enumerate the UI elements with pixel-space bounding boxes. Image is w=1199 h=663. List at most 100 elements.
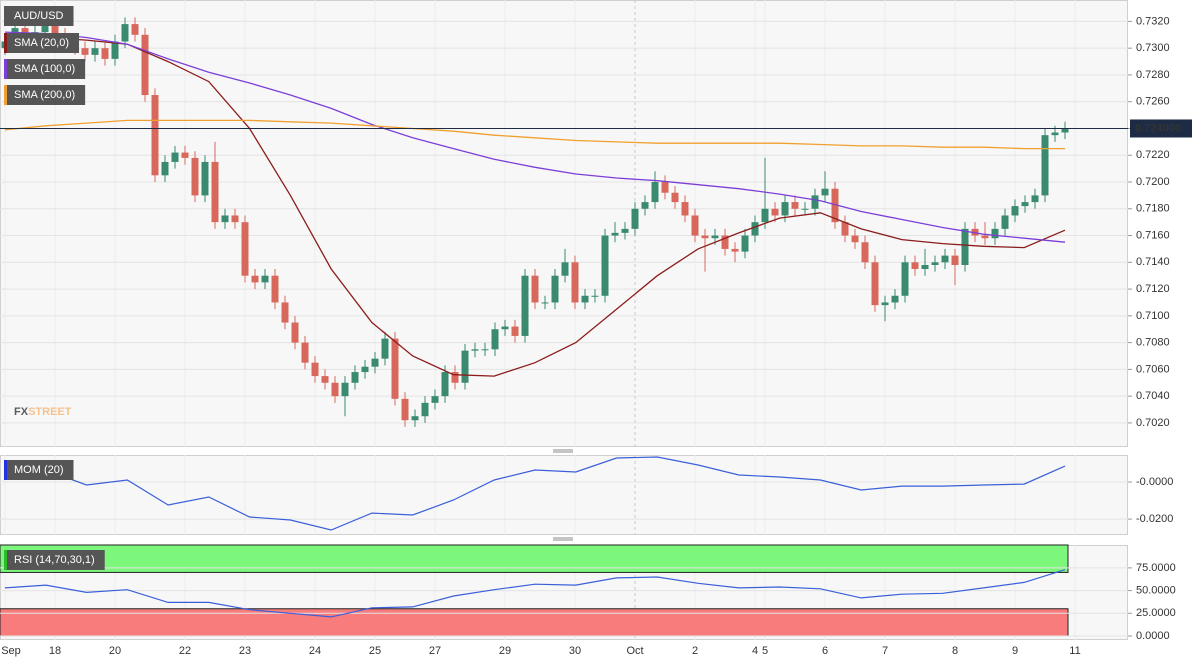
candle-body bbox=[231, 215, 239, 223]
candle-body bbox=[201, 161, 209, 196]
candle-body bbox=[941, 255, 949, 263]
sma-line bbox=[4, 119, 1065, 150]
candle-body bbox=[461, 350, 469, 383]
candle-body bbox=[841, 222, 849, 236]
y-tick-label: 0.7020 bbox=[1136, 417, 1170, 429]
x-tick-label: Oct bbox=[626, 645, 643, 657]
candle-body bbox=[221, 215, 229, 223]
label-marker bbox=[4, 33, 7, 53]
y-tick-label: 0.7120 bbox=[1136, 283, 1170, 295]
candle-body bbox=[831, 188, 839, 223]
candle-body bbox=[481, 349, 489, 351]
candle-body bbox=[341, 382, 349, 397]
candle-body bbox=[1011, 206, 1019, 216]
candle-body bbox=[721, 235, 729, 249]
candle-body bbox=[661, 182, 669, 193]
candle-body bbox=[421, 402, 429, 417]
x-tick-label: 5 bbox=[762, 645, 768, 657]
candle-body bbox=[321, 376, 329, 383]
candle-body bbox=[891, 295, 899, 303]
candle-body bbox=[451, 372, 459, 383]
label-box bbox=[4, 33, 80, 53]
candle-body bbox=[731, 248, 739, 252]
candle-body bbox=[91, 48, 99, 55]
candle-body bbox=[1001, 215, 1009, 229]
last-price-label: 0.724000 bbox=[1135, 122, 1181, 134]
y-tick-label: 0.7320 bbox=[1136, 15, 1170, 27]
label-box bbox=[4, 59, 86, 79]
x-tick-label: 9 bbox=[1012, 645, 1018, 657]
y-tick-label: -0.0000 bbox=[1136, 476, 1173, 488]
label-marker bbox=[4, 59, 7, 79]
candle-body bbox=[511, 326, 519, 336]
candle-body bbox=[391, 338, 399, 399]
x-tick-label: 20 bbox=[109, 645, 121, 657]
candle-body bbox=[901, 262, 909, 296]
candle-body bbox=[1051, 132, 1059, 136]
candle-body bbox=[81, 48, 89, 55]
candle-body bbox=[1031, 195, 1039, 203]
candle-body bbox=[531, 275, 539, 303]
label-marker bbox=[4, 460, 7, 480]
y-tick-label: 0.7180 bbox=[1136, 203, 1170, 215]
y-tick-label: 0.7260 bbox=[1136, 96, 1170, 108]
candle-body bbox=[281, 302, 289, 323]
candle-body bbox=[331, 382, 339, 397]
candle-body bbox=[751, 222, 759, 236]
label-text: SMA (20,0) bbox=[14, 37, 69, 49]
candle-body bbox=[801, 208, 809, 210]
candle-body bbox=[541, 302, 549, 304]
indicator-line bbox=[4, 456, 1066, 531]
candle-body bbox=[811, 195, 819, 209]
candle-body bbox=[431, 396, 439, 403]
candle-body bbox=[121, 24, 129, 42]
candle-body bbox=[501, 326, 509, 330]
candle-body bbox=[291, 322, 299, 343]
y-tick-label: 0.7200 bbox=[1136, 176, 1170, 188]
x-tick-label: 18 bbox=[49, 645, 61, 657]
label-box bbox=[4, 85, 86, 105]
sma-line bbox=[4, 34, 1066, 377]
candle-body bbox=[821, 188, 829, 196]
y-tick-label: 0.7080 bbox=[1136, 337, 1170, 349]
candle-body bbox=[781, 202, 789, 216]
x-tick-label: 4 bbox=[752, 645, 758, 657]
candle-body bbox=[771, 208, 779, 216]
watermark-fx: FX bbox=[14, 406, 29, 418]
candle-body bbox=[51, 24, 59, 35]
x-tick-label: 27 bbox=[429, 645, 441, 657]
x-tick-label: 6 bbox=[822, 645, 828, 657]
candle-body bbox=[651, 182, 659, 203]
candle-body bbox=[251, 275, 259, 283]
candle-body bbox=[621, 228, 629, 233]
x-tick-label: 25 bbox=[369, 645, 381, 657]
candle-body bbox=[101, 48, 109, 59]
candle-body bbox=[871, 262, 879, 306]
candle-body bbox=[371, 358, 379, 367]
watermark-street: STREET bbox=[28, 406, 72, 418]
label-marker bbox=[4, 550, 7, 570]
candle-body bbox=[591, 295, 599, 297]
candle-body bbox=[711, 235, 719, 239]
candle-body bbox=[111, 41, 119, 59]
y-tick-label: 25.0000 bbox=[1136, 607, 1176, 619]
candle-body bbox=[161, 161, 169, 176]
candle-body bbox=[181, 152, 189, 158]
candle-body bbox=[641, 202, 649, 209]
candle-body bbox=[691, 215, 699, 236]
candle-body bbox=[991, 228, 999, 239]
y-tick-label: 75.0000 bbox=[1136, 562, 1176, 574]
candle-body bbox=[131, 24, 139, 35]
y-tick-label: 0.7100 bbox=[1136, 310, 1170, 322]
candle-body bbox=[561, 262, 569, 276]
candle-body bbox=[631, 208, 639, 229]
candle-body bbox=[241, 222, 249, 276]
candle-body bbox=[851, 235, 859, 243]
candle-body bbox=[741, 235, 749, 252]
y-tick-label: 0.7300 bbox=[1136, 42, 1170, 54]
candle-body bbox=[401, 398, 409, 421]
candle-body bbox=[791, 202, 799, 209]
candle-body bbox=[301, 342, 309, 363]
label-marker bbox=[4, 85, 7, 105]
